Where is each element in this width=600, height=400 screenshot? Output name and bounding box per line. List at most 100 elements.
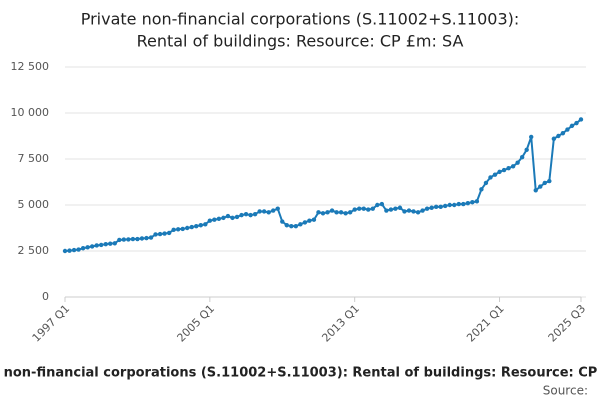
point <box>94 243 99 248</box>
point <box>397 205 403 210</box>
point <box>266 210 271 215</box>
point <box>71 247 77 253</box>
point <box>103 241 108 247</box>
point <box>230 215 235 221</box>
point <box>524 147 529 152</box>
point <box>565 127 570 132</box>
point <box>357 206 362 211</box>
y-tick-label: 2 500 <box>18 244 50 257</box>
point <box>402 209 407 214</box>
point <box>347 210 353 215</box>
point <box>329 208 335 213</box>
point <box>212 217 217 222</box>
x-tick-label: 2021 Q1 <box>464 302 507 345</box>
point <box>275 206 280 211</box>
point <box>470 200 475 205</box>
point <box>334 210 339 215</box>
chart-title: Private non-financial corporations (S.11… <box>81 10 520 29</box>
point <box>248 212 253 218</box>
line <box>64 118 582 252</box>
point <box>252 212 258 217</box>
point <box>80 246 86 251</box>
point <box>497 169 502 175</box>
point <box>67 248 72 253</box>
point <box>117 237 122 243</box>
point <box>388 207 394 212</box>
point <box>488 175 493 180</box>
point <box>325 210 330 215</box>
point <box>411 209 416 214</box>
point <box>194 223 199 229</box>
point <box>85 245 90 250</box>
point <box>501 167 507 173</box>
point <box>456 201 461 207</box>
point <box>515 160 520 165</box>
point <box>221 215 226 221</box>
point <box>144 235 149 241</box>
point <box>62 248 68 254</box>
point <box>361 206 366 211</box>
point <box>185 225 190 231</box>
y-tick-label: 10 000 <box>11 106 50 119</box>
x-tick-label: 2013 Q1 <box>319 302 362 345</box>
point <box>420 208 425 213</box>
source: Source: <box>543 384 588 398</box>
point <box>261 209 267 214</box>
point <box>438 204 443 210</box>
point <box>415 210 421 215</box>
point <box>461 201 466 207</box>
point <box>157 231 163 237</box>
point <box>574 120 579 126</box>
point <box>479 187 484 192</box>
point <box>375 202 380 208</box>
y-tick-label: 7 500 <box>18 152 50 165</box>
point <box>542 180 547 186</box>
point <box>443 203 448 209</box>
point <box>547 178 552 184</box>
point <box>343 211 348 216</box>
point <box>148 235 154 240</box>
point <box>121 237 127 242</box>
point <box>433 204 439 210</box>
point <box>166 230 172 236</box>
point <box>198 223 203 228</box>
point <box>203 222 208 227</box>
x-tick-label: 2025 Q3 <box>546 302 589 345</box>
point <box>271 208 276 213</box>
point <box>302 220 308 225</box>
point <box>406 208 412 213</box>
point <box>180 226 185 232</box>
point <box>293 223 299 229</box>
point <box>384 208 389 213</box>
point <box>465 200 471 206</box>
x-tick-label: 1997 Q1 <box>30 302 73 345</box>
point <box>234 214 240 220</box>
point <box>89 244 95 249</box>
point <box>171 227 176 233</box>
point <box>162 231 167 236</box>
x-tick-label: 2005 Q1 <box>175 302 218 345</box>
point <box>257 209 262 214</box>
point <box>366 207 371 212</box>
y-tick-label: 5 000 <box>18 198 50 211</box>
point <box>316 210 321 215</box>
point <box>135 236 140 242</box>
point <box>492 172 498 177</box>
point <box>108 241 113 246</box>
point <box>370 206 375 211</box>
point <box>352 207 357 212</box>
point <box>139 236 145 241</box>
point <box>510 164 516 169</box>
point <box>429 205 434 210</box>
caption: Private non-financial corporations (S.11… <box>0 366 600 381</box>
point <box>112 241 117 246</box>
point <box>569 123 575 129</box>
point <box>506 166 511 171</box>
point <box>175 227 181 232</box>
point <box>393 206 398 211</box>
y-tick-label: 0 <box>42 290 49 303</box>
point <box>533 188 538 193</box>
point <box>126 237 131 242</box>
point <box>452 202 457 208</box>
